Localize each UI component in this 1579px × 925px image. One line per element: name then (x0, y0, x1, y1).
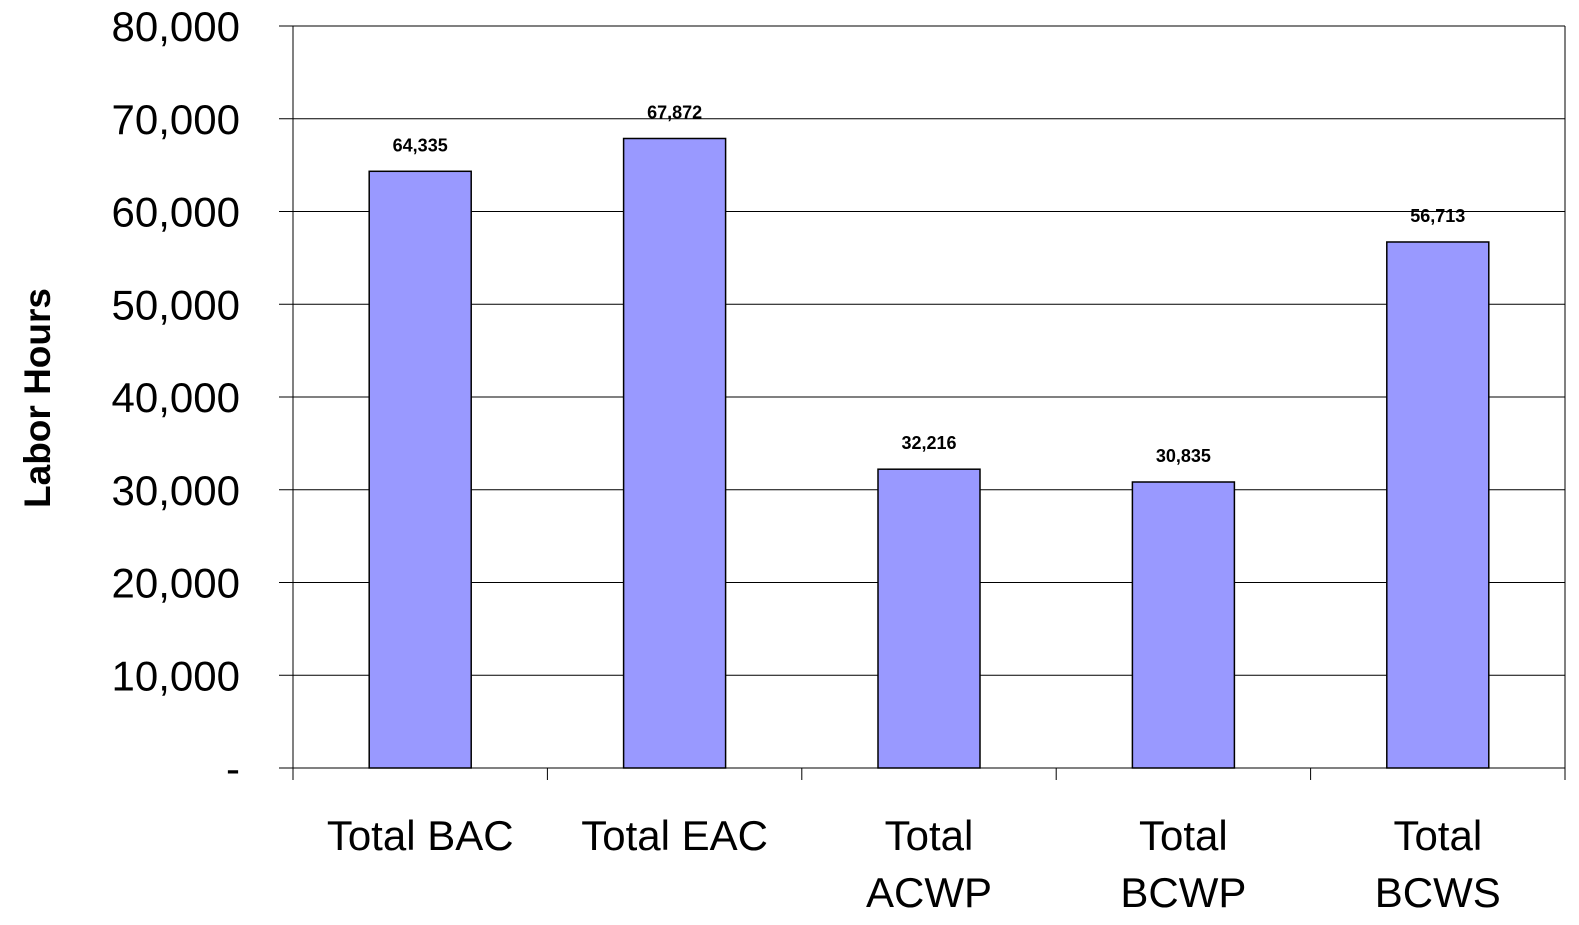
y-tick-label: 60,000 (112, 189, 240, 236)
y-tick-label: 20,000 (112, 560, 240, 607)
data-label: 56,713 (1410, 206, 1465, 226)
data-label: 30,835 (1156, 446, 1211, 466)
bars (368, 137, 1490, 769)
y-tick-label: - (226, 745, 240, 792)
y-axis-title: Labor Hours (17, 288, 58, 508)
data-labels: 64,335 67,872 32,216 30,835 56,713 (393, 102, 1466, 466)
x-tick-labels: Total BAC Total EAC Total ACWP Total BCWP Tota… (327, 812, 1501, 916)
data-label: 67,872 (647, 102, 702, 122)
bar (877, 468, 981, 769)
data-label: 64,335 (393, 135, 448, 155)
y-tick-label: 70,000 (112, 96, 240, 143)
x-tick-label: ACWP (866, 869, 992, 916)
x-tick-label: Total EAC (581, 812, 768, 859)
y-tick-label: 80,000 (112, 3, 240, 50)
x-tick-label: Total BAC (327, 812, 514, 859)
x-tick-label: Total (885, 812, 974, 859)
bar (368, 170, 472, 769)
y-tick-label: 40,000 (112, 374, 240, 421)
y-tick-label: 50,000 (112, 281, 240, 328)
y-tick-label: 30,000 (112, 467, 240, 514)
x-tick-label: BCWS (1375, 869, 1501, 916)
bar (1131, 481, 1236, 769)
x-tick-label: BCWP (1120, 869, 1246, 916)
y-tick-label: 10,000 (112, 652, 240, 699)
x-tick-label: Total (1393, 812, 1482, 859)
data-label: 32,216 (901, 433, 956, 453)
bar (622, 137, 727, 769)
bar (1386, 241, 1490, 769)
x-tick-label: Total (1139, 812, 1228, 859)
y-tick-labels: - 10,000 20,000 30,000 40,000 50,000 60,000 70,… (112, 3, 240, 792)
